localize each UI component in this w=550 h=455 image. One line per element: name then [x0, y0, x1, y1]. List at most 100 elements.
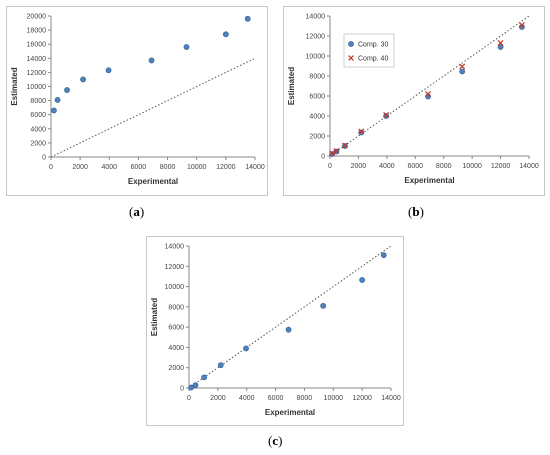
x-tick-label: 10000: [462, 163, 482, 170]
y-tick-label: 0: [42, 155, 46, 162]
y-tick-label: 2000: [168, 365, 184, 372]
data-point: [80, 76, 86, 83]
y-tick-label: 14000: [306, 14, 326, 21]
y-tick-label: 4000: [309, 114, 325, 121]
data-point: [320, 302, 327, 309]
x-tick-label: 4000: [239, 395, 255, 402]
x-tick-label: 12000: [352, 395, 372, 402]
data-point: [64, 87, 70, 93]
cross-stroke: [341, 142, 348, 149]
data-point-cross: [497, 39, 504, 47]
cross-stroke: [518, 21, 525, 29]
x-tick-label: 10000: [324, 395, 344, 402]
y-tick-label: 2000: [30, 140, 46, 147]
x-tick-label: 0: [328, 163, 332, 170]
x-axis-title: Experimental: [128, 177, 178, 186]
data-point-cross: [358, 128, 365, 135]
y-tick-label: 10000: [165, 284, 185, 291]
data-point: [497, 44, 504, 50]
chart-a: 0 2000 4000 6000 8000 10000 12000 14000 0 2000 400…: [10, 14, 265, 187]
x-tick-label: 12000: [216, 164, 236, 171]
y-tick-label: 14000: [27, 56, 47, 63]
data-point-cross: [459, 63, 466, 70]
y-axis-title: Estimated: [287, 67, 296, 105]
y-tick-label: 6000: [168, 325, 184, 332]
cross-stroke: [459, 63, 466, 70]
y-tick-label: 16000: [27, 42, 47, 49]
data-point: [285, 326, 292, 333]
x-tick-label: 14000: [381, 395, 401, 402]
data-point: [217, 362, 224, 369]
y-tick-label: 10000: [306, 54, 326, 61]
chart-b: 0 2000 4000 6000 8000 10000 12000 14000 0 2000 400…: [287, 14, 539, 186]
data-point: [148, 57, 155, 64]
data-point-cross: [425, 90, 432, 98]
x-tick-label: 0: [187, 395, 191, 402]
y-tick-label: 8000: [30, 98, 46, 105]
x-tick-label: 0: [49, 164, 53, 171]
cross-stroke: [497, 39, 504, 47]
y-tick-label: 0: [321, 154, 325, 161]
x-tick-label: 12000: [491, 163, 511, 170]
y-tick-label: 20000: [27, 14, 47, 21]
data-point-cross: [329, 150, 336, 157]
x-tick-label: 2000: [351, 163, 367, 170]
x-tick-label: 2000: [210, 395, 226, 402]
caption-a: (a): [129, 204, 145, 219]
data-point: [192, 382, 199, 389]
cross-stroke: [425, 90, 432, 98]
chart-c: 0 2000 4000 6000 8000 10000 12000 14000 0 2000 400…: [150, 244, 401, 418]
caption-c: (c): [268, 433, 283, 448]
x-tick-label: 8000: [297, 395, 313, 402]
y-tick-label: 12000: [165, 264, 185, 271]
legend-circle-icon: [348, 41, 354, 47]
x-tick-label: 14000: [519, 163, 539, 170]
y-tick-label: 18000: [27, 28, 47, 35]
y-tick-label: 0: [180, 386, 184, 393]
chart-panel-a: 0 2000 4000 6000 8000 10000 12000 14000 0 2000 400…: [6, 6, 268, 196]
x-axis-title: Experimental: [404, 176, 454, 185]
data-point: [243, 345, 249, 352]
x-tick-label: 6000: [131, 164, 147, 171]
legend-box: [343, 33, 395, 68]
x-tick-label: 8000: [436, 163, 452, 170]
y-tick-label: 14000: [165, 244, 185, 251]
data-point: [201, 374, 208, 381]
legend-label: Comp. 30: [358, 42, 388, 49]
x-tick-label: 6000: [268, 395, 284, 402]
data-point: [358, 129, 365, 136]
y-tick-label: 4000: [30, 126, 46, 133]
x-axis-title: Experimental: [265, 408, 315, 417]
y-tick-label: 10000: [27, 84, 47, 91]
chart-panel-b: 0 2000 4000 6000 8000 10000 12000 14000 0 2000 400…: [283, 6, 545, 196]
cross-stroke: [329, 150, 336, 157]
caption-a-letter: a: [133, 204, 140, 219]
caption-b-letter: b: [412, 204, 420, 219]
cross-stroke: [383, 111, 390, 119]
x-tick-label: 6000: [407, 163, 423, 170]
y-tick-label: 6000: [30, 112, 46, 119]
y-axis-title: Estimated: [150, 298, 159, 336]
identity-line: [50, 57, 256, 158]
data-point: [222, 31, 229, 38]
caption-c-letter: c: [272, 433, 279, 448]
y-tick-label: 12000: [27, 70, 47, 77]
data-point-cross: [341, 142, 348, 149]
x-tick-label: 8000: [160, 164, 176, 171]
y-tick-label: 8000: [309, 74, 325, 81]
x-tick-label: 4000: [101, 164, 117, 171]
identity-line: [188, 245, 392, 389]
data-point-cross: [333, 147, 340, 155]
data-point: [105, 67, 112, 74]
cross-stroke: [358, 128, 365, 135]
y-axis-title: Estimated: [10, 67, 19, 105]
data-point: [383, 113, 390, 119]
y-tick-label: 8000: [168, 304, 184, 311]
x-tick-label: 4000: [379, 163, 395, 170]
data-point-cross: [383, 111, 390, 119]
cross-stroke: [333, 147, 340, 155]
caption-b: (b): [408, 204, 424, 219]
x-tick-label: 2000: [72, 164, 88, 171]
data-point: [188, 384, 195, 391]
legend-label: Comp. 40: [358, 56, 388, 63]
